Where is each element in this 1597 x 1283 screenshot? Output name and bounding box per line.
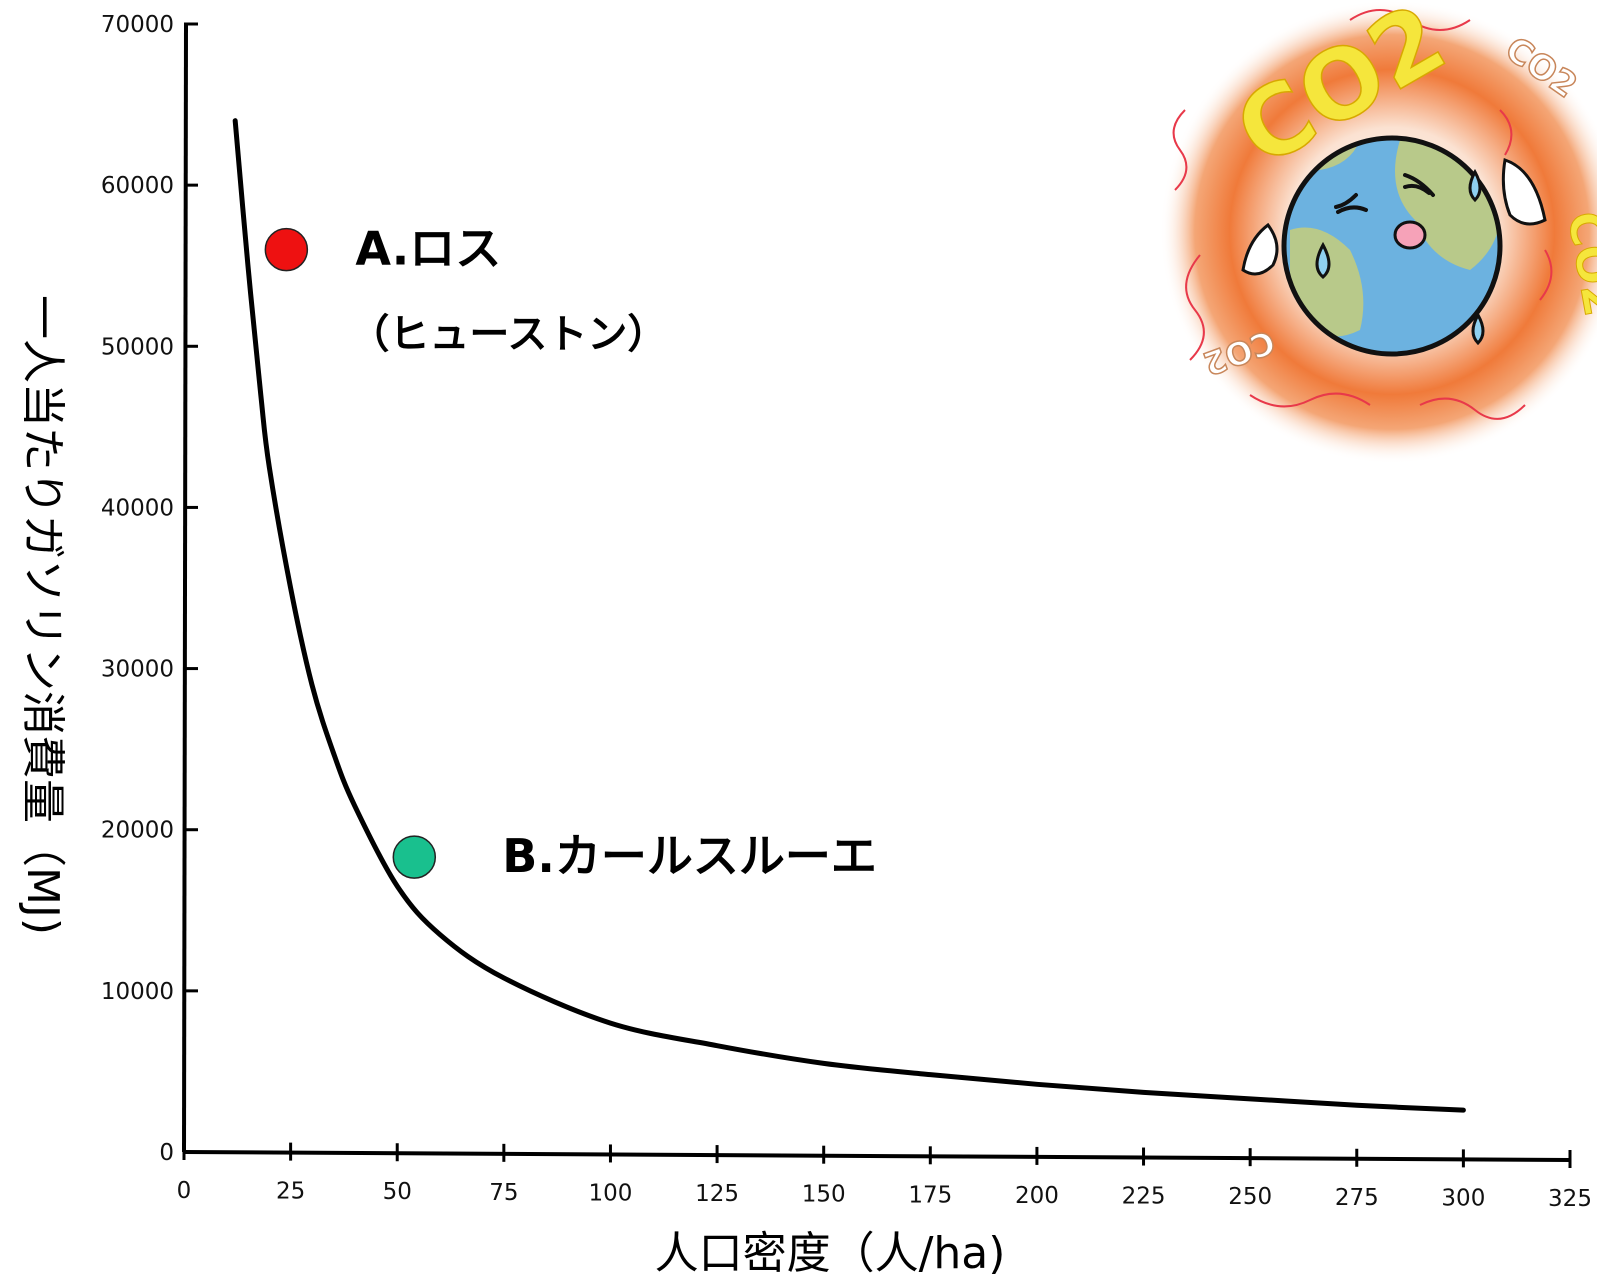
x-tick-label: 175 — [908, 1182, 952, 1208]
point-marker — [392, 835, 437, 879]
y-tick-label: 10000 — [101, 979, 174, 1005]
y-axis-title: 一人当たりガソリン消費量（MJ) — [17, 295, 68, 935]
crying-earth-co2-icon: CO2 CO2 CO2 CO2 — [1160, 0, 1597, 464]
x-axis-title: 人口密度（人/ha) — [655, 1228, 1006, 1279]
x-tick-label: 50 — [383, 1179, 412, 1205]
y-ticks: 0 10000 20000 30000 40000 50000 60000 70000 — [101, 12, 198, 1166]
x-tick-label: 275 — [1335, 1185, 1379, 1211]
earth-hand-right — [1501, 158, 1547, 226]
x-ticks: 0 25 50 75 100 125 150 175 200 225 250 275 300 325 — [177, 1142, 1592, 1212]
y-tick-label: 20000 — [101, 818, 174, 844]
x-tick-label: 200 — [1015, 1183, 1059, 1209]
x-tick-label: 250 — [1228, 1184, 1272, 1210]
y-tick-label: 70000 — [101, 12, 174, 38]
point-label: A.ロス — [355, 222, 501, 276]
earth-outline — [1281, 135, 1503, 357]
x-tick-label: 225 — [1122, 1184, 1166, 1210]
x-tick-label: 25 — [276, 1179, 305, 1205]
earth-face — [1334, 173, 1435, 214]
y-tick-label: 0 — [159, 1140, 174, 1166]
x-tick-label: 75 — [489, 1180, 518, 1206]
x-axis-line — [183, 1150, 1571, 1162]
y-tick-label: 50000 — [101, 334, 174, 360]
x-tick-label: 125 — [695, 1181, 739, 1207]
y-tick-label: 60000 — [101, 173, 174, 199]
sweat-drops — [1315, 168, 1485, 346]
heat-squiggles — [1172, 9, 1553, 420]
y-tick-label: 40000 — [101, 495, 174, 521]
y-axis-line — [182, 23, 188, 1153]
x-tick-label: 300 — [1441, 1185, 1485, 1211]
series-line — [232, 118, 1466, 1113]
x-tick-label: 0 — [177, 1178, 192, 1204]
x-tick-label: 150 — [802, 1182, 846, 1208]
y-tick-label: 30000 — [101, 657, 174, 683]
points-layer: A.ロス （ヒューストン） B.カールスルーエ — [264, 222, 877, 883]
point-label: B.カールスルーエ — [502, 829, 877, 883]
x-tick-label: 325 — [1548, 1186, 1592, 1212]
earth-mouth — [1393, 220, 1427, 250]
x-tick-label: 100 — [589, 1180, 633, 1206]
point-sublabel: （ヒューストン） — [349, 312, 667, 358]
point-marker — [264, 227, 309, 272]
earth-hand-left — [1241, 222, 1279, 276]
